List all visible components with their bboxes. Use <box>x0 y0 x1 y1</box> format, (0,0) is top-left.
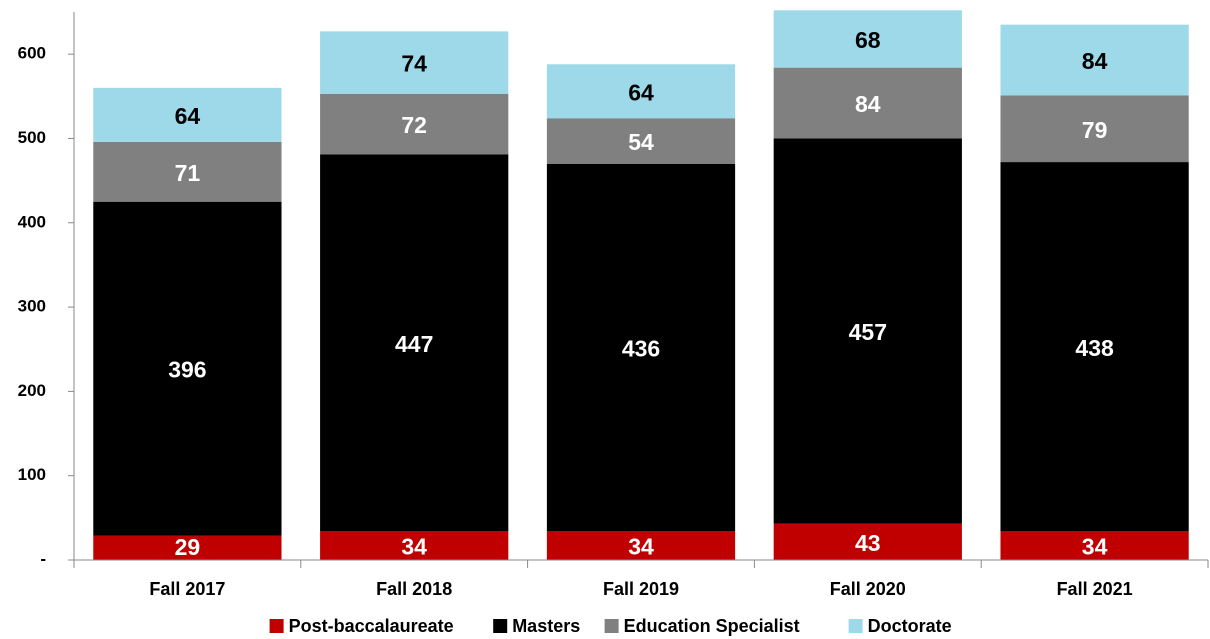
value-label: 79 <box>1082 117 1108 143</box>
value-label: 43 <box>855 530 881 556</box>
legend-swatch <box>848 619 863 633</box>
value-label: 34 <box>628 534 654 560</box>
legend-label: Post-baccalaureate <box>289 616 454 636</box>
value-label: 447 <box>395 331 433 357</box>
value-label: 54 <box>628 129 654 155</box>
value-label: 74 <box>401 51 427 77</box>
legend-swatch <box>493 619 508 633</box>
legend-label: Doctorate <box>868 616 952 636</box>
x-tick-label: Fall 2019 <box>603 579 679 599</box>
value-label: 68 <box>855 27 881 53</box>
bar-segment <box>320 531 509 560</box>
bar-segment <box>93 535 282 560</box>
bar-segment <box>546 118 736 164</box>
value-label: 34 <box>401 534 427 560</box>
bar-segment <box>320 154 509 532</box>
bar-segment <box>1000 162 1189 532</box>
value-label: 438 <box>1075 335 1114 361</box>
value-label: 72 <box>401 112 427 138</box>
legend-swatch <box>269 619 284 633</box>
legend-label: Masters <box>512 616 580 636</box>
y-tick-label: 100 <box>18 465 46 484</box>
bar-segment <box>1000 531 1189 560</box>
value-label: 457 <box>849 319 887 345</box>
y-tick-label: - <box>40 549 46 568</box>
x-tick-label: Fall 2018 <box>376 579 452 599</box>
bar-segment <box>320 31 509 94</box>
bar-segment <box>93 201 282 536</box>
y-tick-label: 200 <box>18 381 46 400</box>
bar-segment <box>93 87 282 142</box>
y-tick-label: 500 <box>18 128 46 147</box>
bar-segment <box>546 531 736 560</box>
bar-segment <box>93 141 282 202</box>
value-label: 436 <box>622 336 660 362</box>
value-label: 29 <box>175 534 201 560</box>
x-tick-label: Fall 2017 <box>149 579 225 599</box>
legend-swatch <box>604 619 619 633</box>
value-label: 396 <box>168 357 206 383</box>
legend-label: Education Specialist <box>624 616 800 636</box>
value-label: 64 <box>628 79 654 105</box>
value-label: 71 <box>175 160 201 186</box>
value-label: 84 <box>1082 48 1108 74</box>
bar-segment <box>320 93 509 155</box>
bar-segment <box>1000 24 1189 96</box>
y-tick-label: 400 <box>18 212 46 231</box>
value-label: 64 <box>175 103 201 129</box>
bar-segment <box>773 10 962 68</box>
value-label: 34 <box>1082 534 1108 560</box>
bar-segment <box>546 64 736 119</box>
x-tick-label: Fall 2020 <box>830 579 906 599</box>
y-tick-label: 300 <box>18 297 46 316</box>
bar-segment <box>773 523 962 560</box>
y-tick-label: 600 <box>18 44 46 63</box>
x-tick-label: Fall 2021 <box>1057 579 1133 599</box>
bar-segment <box>773 67 962 139</box>
value-label: 84 <box>855 91 881 117</box>
bar-segment <box>546 163 736 532</box>
bar-segment <box>1000 95 1189 163</box>
bar-segment <box>773 138 962 524</box>
